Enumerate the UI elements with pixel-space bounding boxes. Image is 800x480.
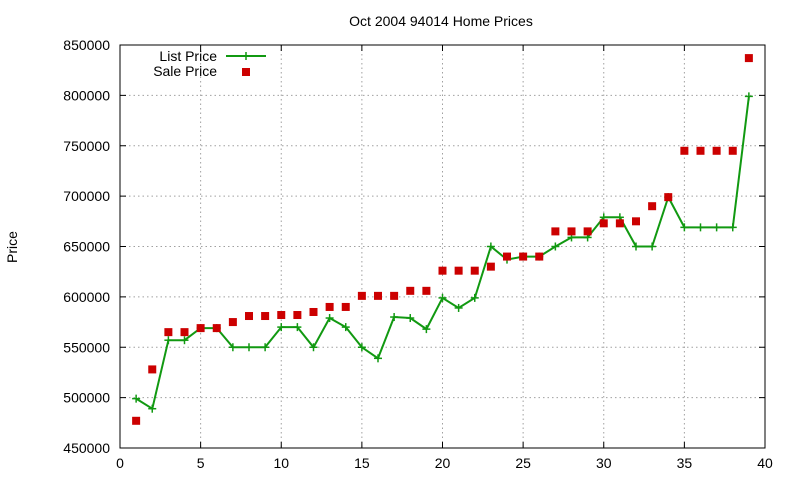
- sale-price-point: [212, 324, 221, 333]
- list-price-point: [696, 223, 705, 232]
- chart-title: Oct 2004 94014 Home Prices: [349, 13, 533, 29]
- list-price-point: [309, 343, 318, 352]
- sale-price-point: [309, 307, 318, 316]
- list-price-point: [293, 323, 302, 332]
- sale-price-point: [567, 227, 576, 236]
- sale-price-point: [148, 365, 157, 374]
- y-tick-label: 650000: [63, 239, 110, 255]
- sale-price-point: [454, 266, 463, 275]
- list-price-point: [277, 323, 286, 332]
- list-price-point: [680, 223, 689, 232]
- sale-price-point: [180, 328, 189, 337]
- list-price-point: [148, 404, 157, 413]
- list-price-point: [406, 314, 415, 323]
- list-price-point: [728, 223, 737, 232]
- sale-price-point: [228, 318, 237, 327]
- sale-price-point: [599, 219, 608, 228]
- list-price-point: [744, 92, 753, 101]
- sale-price-point: [615, 219, 624, 228]
- list-price-point: [486, 242, 495, 251]
- list-price-point: [228, 343, 237, 352]
- sale-price-point: [164, 328, 173, 337]
- sale-price-point: [632, 217, 640, 226]
- sale-price-point: [277, 311, 286, 320]
- grid-layer: [120, 45, 765, 448]
- sale-price-point: [551, 227, 560, 236]
- sale-price-point: [712, 146, 721, 155]
- y-tick-label: 550000: [63, 339, 110, 355]
- sale-price-point: [680, 146, 689, 155]
- list-price-point: [374, 354, 382, 363]
- sale-price-point: [470, 266, 479, 275]
- sale-price-point: [374, 291, 382, 300]
- y-tick-label: 750000: [63, 138, 110, 154]
- x-tick-label: 0: [116, 455, 124, 471]
- list-price-point: [180, 336, 189, 345]
- sale-price-point: [583, 227, 592, 236]
- legend-marker-list-price: [242, 52, 250, 60]
- list-price-point: [132, 394, 141, 403]
- sale-price-point: [519, 252, 528, 261]
- y-tick-label: 450000: [63, 440, 110, 456]
- x-tick-label: 25: [515, 455, 531, 471]
- list-price-point: [325, 314, 334, 323]
- y-tick-label: 700000: [63, 188, 110, 204]
- series-layer: [132, 54, 753, 425]
- list-price-point: [454, 303, 463, 312]
- sale-price-point: [245, 312, 253, 321]
- sale-price-point: [744, 54, 753, 63]
- sale-price-point: [648, 202, 657, 211]
- sale-price-point: [696, 146, 705, 155]
- x-tick-label: 40: [757, 455, 773, 471]
- list-price-point: [422, 325, 431, 334]
- x-tick-label: 30: [596, 455, 612, 471]
- list-price-point: [632, 242, 640, 251]
- list-price-point: [712, 223, 721, 232]
- list-price-point: [245, 343, 253, 352]
- legend-label-list-price: List Price: [159, 48, 217, 64]
- list-price-point: [164, 336, 173, 345]
- y-tick-label: 600000: [63, 289, 110, 305]
- sale-price-point: [357, 291, 366, 300]
- list-price-point: [470, 293, 479, 302]
- list-price-point: [261, 343, 270, 352]
- list-price-point: [551, 242, 560, 251]
- sale-price-point: [664, 193, 673, 202]
- sale-price-point: [325, 302, 334, 311]
- x-tick-label: 20: [435, 455, 451, 471]
- list-price-point: [341, 323, 350, 332]
- sale-price-point: [261, 312, 270, 321]
- sale-price-point: [486, 262, 495, 271]
- y-tick-label: 500000: [63, 390, 110, 406]
- x-tick-label: 35: [677, 455, 693, 471]
- list-price-point: [438, 293, 447, 302]
- x-tick-label: 15: [354, 455, 370, 471]
- sale-price-point: [132, 416, 141, 425]
- legend: List Price Sale Price: [153, 48, 266, 79]
- sale-price-point: [438, 266, 447, 275]
- x-tick-label: 5: [197, 455, 205, 471]
- sale-price-point: [535, 252, 544, 261]
- legend-swatch-sale-price: [242, 68, 250, 76]
- list-price-point: [357, 343, 366, 352]
- sale-price-point: [422, 286, 431, 295]
- sale-price-point: [503, 252, 511, 261]
- y-tick-label: 850000: [63, 37, 110, 53]
- sale-price-point: [196, 324, 205, 333]
- x-tick-label: 10: [273, 455, 289, 471]
- list-price-point: [648, 242, 657, 251]
- sale-price-point: [293, 311, 302, 320]
- sale-price-point: [406, 286, 415, 295]
- list-price-point: [390, 313, 399, 322]
- legend-label-sale-price: Sale Price: [153, 63, 217, 79]
- y-axis-label: Price: [4, 231, 20, 263]
- sale-price-point: [341, 302, 350, 311]
- sale-price-point: [390, 291, 399, 300]
- y-tick-label: 800000: [63, 87, 110, 103]
- tick-layer: 0 5 10 15 20 25 30 35 40 450000 500000 550000 600000…: [63, 37, 773, 471]
- sale-price-point: [728, 146, 737, 155]
